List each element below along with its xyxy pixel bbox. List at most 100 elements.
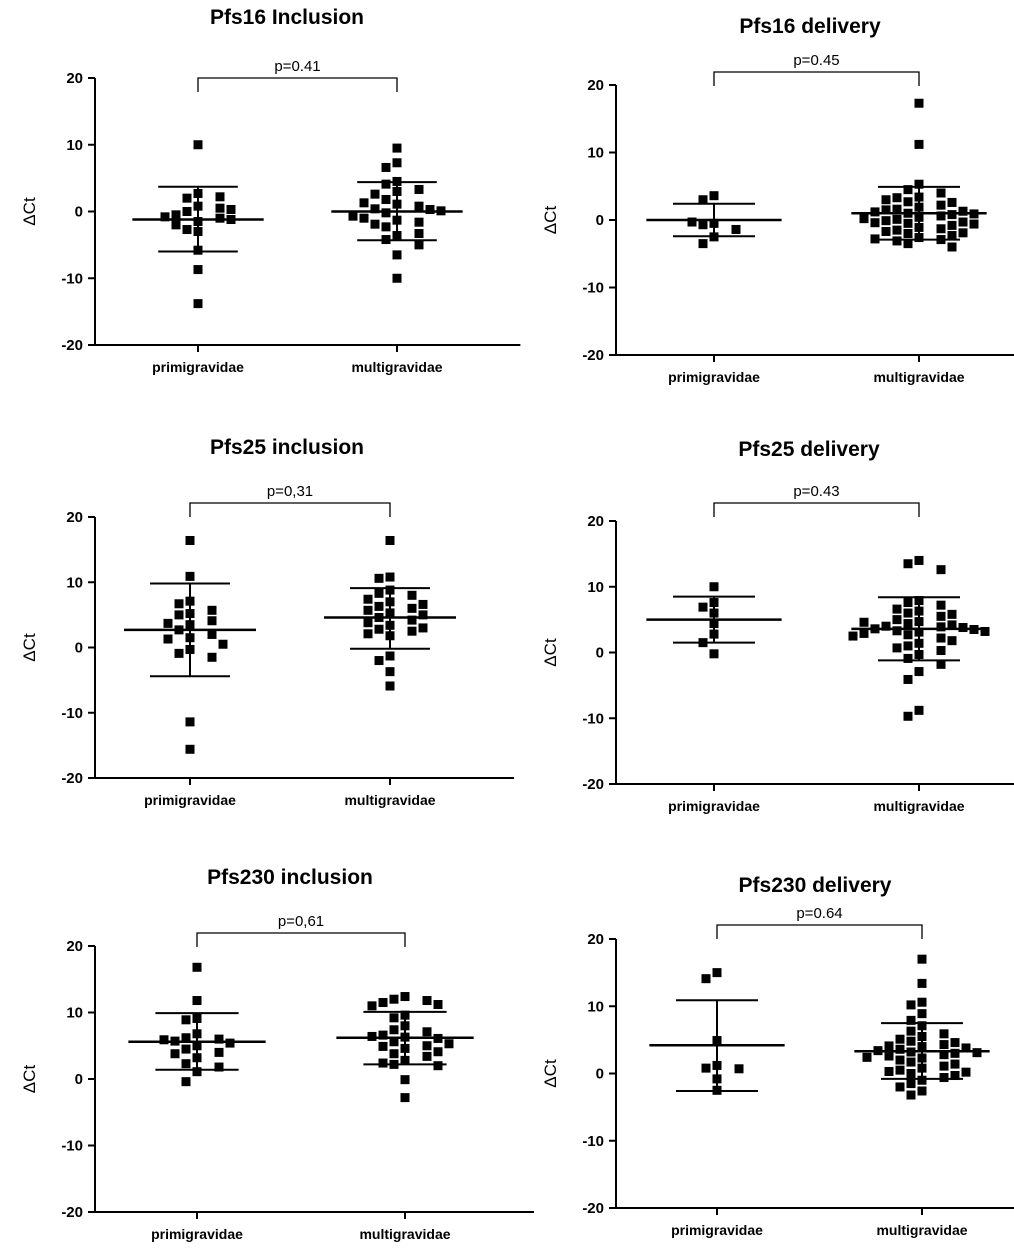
scatter-chart: Pfs230 inclusion 20 10 0 -10 -20 ΔCt primigravi… [20,866,534,1242]
data-point [734,1064,744,1074]
data-point [958,206,968,216]
data-point [881,195,891,205]
data-point [414,240,424,250]
data-point [884,1051,894,1061]
significance-bracket [189,502,391,517]
x-tick-label: multigravidae [876,1222,967,1238]
y-tick-label: 10 [587,998,604,1015]
data-point [181,1044,191,1054]
data-point [906,1069,916,1078]
data-point [698,220,708,230]
data-point [185,571,195,581]
x-tick-label: multigravidae [351,359,442,375]
y-tick-label: -20 [582,776,604,793]
scatter-chart: Pfs16 Inclusion 20 10 0 -10 -20 ΔCt primigravid… [20,6,521,375]
data-point [207,616,217,626]
p-value-label: p=0.64 [796,905,842,922]
scatter-chart: Pfs25 inclusion 20 10 0 -10 -20 ΔCt primigravid… [20,436,514,808]
data-point [903,229,913,238]
data-point [980,626,990,636]
y-tick-label: -10 [582,710,604,727]
data-point [374,573,384,583]
data-point [895,1065,905,1075]
data-point [936,224,946,234]
data-point [400,992,410,1002]
data-point [181,1059,191,1069]
y-tick-label: 10 [587,145,604,162]
data-point [701,974,711,984]
data-point [903,197,913,207]
y-tick-label: 0 [75,1071,83,1088]
data-point [731,224,741,234]
x-tick-label: primigravidae [668,369,760,385]
data-point [367,1031,377,1041]
data-point [936,600,946,610]
data-point [207,605,217,615]
data-point [917,1009,927,1019]
y-tick-label: 0 [75,640,83,657]
data-point [359,198,369,208]
data-point [207,629,217,639]
data-point [193,299,203,309]
data-point [947,197,957,207]
data-point [870,234,880,244]
data-point [892,214,902,224]
data-point [914,667,924,677]
data-point [407,603,417,613]
data-point [914,179,924,189]
data-point [370,189,380,199]
data-point [367,1001,377,1011]
data-point [422,1051,432,1061]
data-point [862,1052,872,1062]
data-point [936,633,946,643]
data-point [348,211,358,221]
data-point [160,212,170,222]
y-tick-label: -20 [582,1200,604,1217]
x-tick-label: primigravidae [151,1226,243,1242]
data-point [174,648,184,658]
data-point [958,217,968,227]
y-tick-label: -10 [582,1133,604,1150]
data-point [892,225,902,235]
chart-panel: Pfs230 delivery 20 10 0 -10 -20 ΔCt primigravid… [507,840,1014,1259]
data-point [422,1041,432,1051]
data-point [214,1034,224,1044]
chart-panel: Pfs25 delivery 20 10 0 -10 -20 ΔCt primigravida… [507,430,1014,849]
data-point [392,143,402,153]
data-point [392,273,402,283]
data-point [433,1000,443,1010]
data-point [214,1047,224,1057]
x-tick-label: primigravidae [671,1222,763,1238]
data-point [374,656,384,666]
data-point [848,631,858,641]
data-point [950,1048,960,1058]
data-point [163,634,173,644]
data-point [917,978,927,988]
data-point [936,622,946,632]
data-point [958,623,968,633]
data-point [895,1055,905,1065]
data-point [881,226,891,236]
data-point [422,996,432,1006]
data-point [936,659,946,669]
data-point [444,1039,454,1049]
data-point [939,1029,949,1039]
data-point [903,641,913,651]
data-point [192,996,202,1006]
data-point [181,1077,191,1087]
y-tick-label: -20 [582,347,604,364]
data-point [939,1050,949,1060]
data-point [425,204,435,214]
data-point [903,711,913,721]
data-point [917,997,927,1007]
chart-title: Pfs16 Inclusion [210,6,364,29]
y-tick-label: -10 [61,1138,83,1155]
chart-panel: Pfs16 Inclusion 20 10 0 -10 -20 ΔCt primigravid… [0,0,521,419]
data-point [389,994,399,1004]
data-point [859,628,869,638]
data-point [381,194,391,204]
data-point [392,250,402,260]
data-point [881,216,891,226]
data-point [389,1049,399,1059]
x-tick-label: multigravidae [344,792,435,808]
